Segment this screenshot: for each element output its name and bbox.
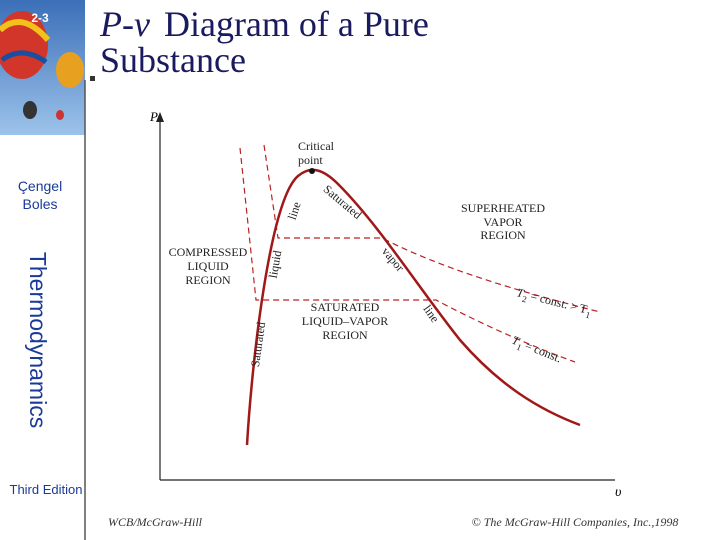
- x-axis-label: υ: [615, 485, 621, 500]
- publisher: WCB/McGraw-Hill: [108, 515, 203, 529]
- region-label: COMPRESSED: [169, 245, 248, 259]
- isotherm-t1: [239, 147, 576, 363]
- title-symbol: P-v: [99, 4, 150, 44]
- critical-point-label: Critical: [298, 139, 335, 153]
- title-text: Diagram of a Pure: [164, 4, 429, 44]
- region-label: REGION: [322, 328, 368, 342]
- subscript: 1: [585, 310, 592, 321]
- book-title: Thermodynamics: [25, 252, 51, 428]
- critical-point-label: point: [298, 153, 323, 167]
- edition: Third Edition: [10, 482, 83, 497]
- pv-diagram: P υ Critical point SUPERHEATED VAPOR REG…: [149, 109, 621, 500]
- y-axis-label: P: [149, 109, 158, 124]
- text: = const.: [520, 337, 563, 365]
- title-line: P-v Diagram of a Pure: [99, 4, 429, 44]
- curve-label: vapor: [379, 244, 407, 274]
- region-label: SUPERHEATED: [461, 201, 545, 215]
- author: Boles: [22, 196, 57, 212]
- divider-dot: [90, 76, 95, 81]
- balloon-picture: [0, 0, 85, 135]
- region-label: SATURATED: [311, 300, 380, 314]
- copyright: © The McGraw-Hill Companies, Inc.,1998: [472, 515, 679, 529]
- region-label: VAPOR: [483, 215, 522, 229]
- y-arrow: [156, 112, 164, 122]
- author: Çengel: [18, 178, 62, 194]
- text: = const. > T: [526, 288, 589, 316]
- subscript: 1: [515, 342, 523, 353]
- subscript: 2: [521, 294, 528, 305]
- title-line: Substance: [100, 40, 246, 80]
- curve-label: liquid: [266, 249, 285, 279]
- curve-label: Saturated: [248, 321, 268, 368]
- critical-point: [309, 168, 315, 174]
- region-label: REGION: [480, 228, 526, 242]
- region-label: REGION: [185, 273, 231, 287]
- symbol: T: [515, 285, 526, 301]
- curve-label: line: [285, 200, 304, 221]
- section-number: 2-3: [31, 11, 49, 25]
- isotherm-label: T2 = const. > T1: [515, 285, 594, 320]
- region-label: LIQUID: [187, 259, 229, 273]
- saturation-dome: [245, 168, 581, 446]
- region-label: LIQUID–VAPOR: [302, 314, 388, 328]
- curve-label: line: [420, 302, 442, 325]
- isotherm-label: T1 = const.: [509, 333, 564, 368]
